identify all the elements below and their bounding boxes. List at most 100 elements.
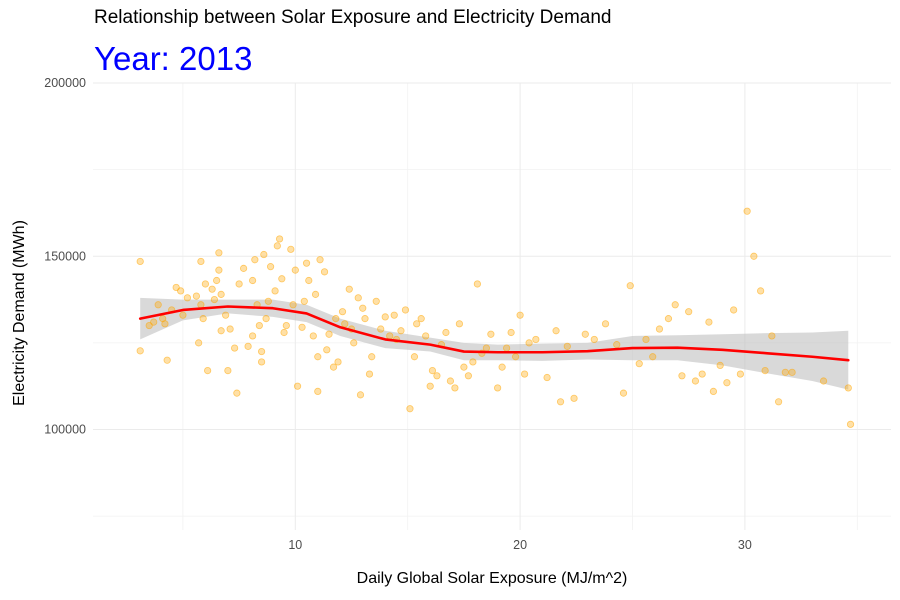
confidence-band-layer xyxy=(140,297,849,390)
data-point xyxy=(325,330,333,338)
data-point xyxy=(460,363,468,371)
data-point xyxy=(260,250,268,259)
data-point xyxy=(556,398,565,406)
data-point xyxy=(386,332,394,340)
data-point xyxy=(192,292,201,300)
tick-labels: 10 20 30 100000 150000 200000 xyxy=(44,76,752,552)
data-point xyxy=(275,235,284,243)
data-point xyxy=(730,306,738,314)
data-point xyxy=(244,342,252,350)
data-point xyxy=(563,342,571,350)
data-point xyxy=(332,315,340,323)
data-point xyxy=(287,245,295,253)
data-point xyxy=(716,361,724,370)
data-point xyxy=(264,297,272,305)
data-point xyxy=(361,315,369,323)
data-point xyxy=(678,372,686,380)
data-point xyxy=(455,320,464,328)
data-point xyxy=(226,325,234,333)
data-point xyxy=(280,328,288,337)
y-axis-title: Electricity Demand (MWh) xyxy=(11,220,28,406)
data-point xyxy=(222,311,230,319)
data-point xyxy=(410,353,419,361)
data-point xyxy=(487,330,495,338)
data-point xyxy=(446,377,455,385)
data-point xyxy=(217,290,225,298)
data-point xyxy=(215,266,223,274)
data-point xyxy=(570,394,578,402)
y-tick-label: 150000 xyxy=(44,249,86,263)
data-point xyxy=(235,280,243,288)
data-point xyxy=(293,382,302,390)
data-point xyxy=(249,332,257,340)
confidence-band xyxy=(140,297,849,390)
data-point xyxy=(642,335,650,344)
data-point xyxy=(417,315,425,323)
data-point xyxy=(257,358,266,366)
data-point xyxy=(262,315,270,323)
data-point xyxy=(750,252,758,260)
data-point xyxy=(368,353,376,361)
data-point xyxy=(278,275,286,283)
data-point xyxy=(422,332,430,340)
data-point xyxy=(341,320,349,328)
data-point xyxy=(320,268,329,276)
data-point xyxy=(195,339,203,347)
data-point xyxy=(359,304,367,312)
data-point xyxy=(154,301,162,309)
data-point xyxy=(698,370,706,378)
data-point xyxy=(257,347,266,356)
y-tick-label: 100000 xyxy=(44,423,86,437)
data-point xyxy=(345,285,353,293)
data-point xyxy=(215,249,223,257)
data-point xyxy=(255,321,263,330)
data-point xyxy=(775,398,783,406)
data-point xyxy=(525,339,533,347)
data-point xyxy=(314,387,322,395)
data-point xyxy=(323,346,331,354)
data-point xyxy=(469,358,477,366)
data-point xyxy=(177,287,185,295)
data-point xyxy=(520,370,529,378)
data-point xyxy=(163,356,171,364)
data-point xyxy=(482,344,490,352)
data-point xyxy=(543,373,551,382)
data-point xyxy=(426,382,434,390)
data-point xyxy=(685,308,693,316)
data-point xyxy=(846,420,855,428)
data-point xyxy=(451,384,459,392)
data-point xyxy=(338,308,347,316)
y-tick-label: 200000 xyxy=(44,76,86,90)
data-point xyxy=(381,313,389,321)
data-point xyxy=(655,325,664,333)
data-point xyxy=(240,264,248,272)
data-point xyxy=(150,318,158,326)
data-point xyxy=(161,320,169,328)
data-point xyxy=(507,328,515,337)
data-point xyxy=(635,360,643,368)
data-point xyxy=(309,332,317,340)
smooth-trend-line xyxy=(138,305,850,362)
data-point xyxy=(464,372,472,380)
data-point xyxy=(210,295,218,304)
data-point xyxy=(626,282,634,290)
data-point xyxy=(291,266,299,274)
x-tick-label: 10 xyxy=(288,538,302,552)
smooth-line-layer xyxy=(138,305,850,362)
x-axis-title: Daily Global Solar Exposure (MJ/m^2) xyxy=(357,570,628,587)
data-point xyxy=(844,384,852,392)
data-point xyxy=(757,287,765,295)
data-point xyxy=(377,325,385,333)
data-point xyxy=(494,384,502,392)
data-point xyxy=(619,389,628,397)
data-point xyxy=(302,259,311,267)
data-point xyxy=(590,335,598,344)
data-point xyxy=(314,353,322,361)
data-point xyxy=(282,321,290,330)
data-point xyxy=(179,311,187,319)
data-point xyxy=(199,315,207,323)
data-point xyxy=(781,368,789,376)
data-point xyxy=(743,207,751,215)
data-point xyxy=(709,387,718,395)
